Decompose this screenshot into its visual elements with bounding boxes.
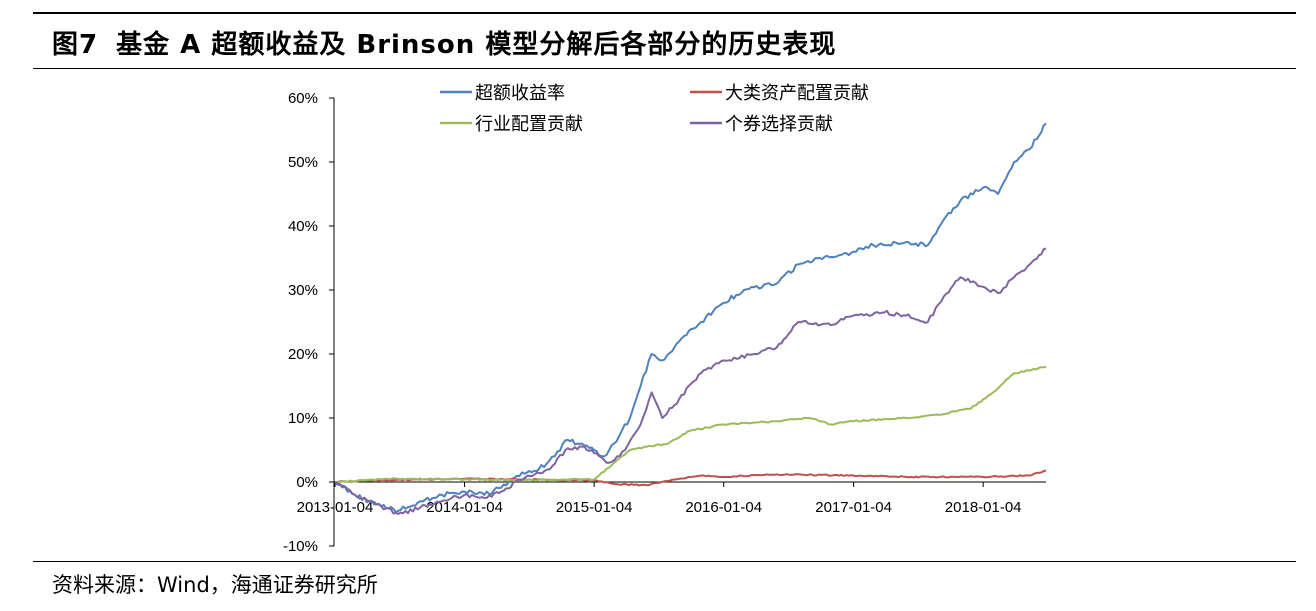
title-rule [33,68,1296,69]
series-line-3 [334,365,1047,483]
y-tick-label: 30% [288,282,318,299]
legend-label: 个券选择贡献 [725,114,833,135]
chart-axes: -10% 0% 10% 20% 30% 40% 50% 60% 2013-01-04 2014-0… [283,90,1046,555]
figure-title: 图7 基金 A 超额收益及 Brinson 模型分解后各部分的历史表现 [52,24,854,61]
x-tick-label: 2016-01-04 [685,499,762,516]
x-tick-label: 2015-01-04 [556,499,633,516]
y-tick-label: 20% [288,346,318,363]
y-tick-label: -10% [283,538,318,555]
x-tick-label: 2018-01-04 [945,499,1022,516]
source-note: 资料来源：Wind，海通证券研究所 [52,573,378,597]
series-line-4 [334,247,1047,515]
figure-number: 图7 [52,30,99,60]
chart-series [334,122,1047,515]
y-tick-label: 10% [288,410,318,427]
x-tick-label: 2014-01-04 [426,499,503,516]
x-tick-label: 2013-01-04 [297,499,374,516]
y-tick-label: 60% [288,90,318,107]
legend-label: 大类资产配置贡献 [725,83,869,104]
legend-label: 行业配置贡献 [475,114,583,135]
legend-label: 超额收益率 [475,83,565,104]
top-rule [33,12,1296,14]
figure-caption: 基金 A 超额收益及 Brinson 模型分解后各部分的历史表现 [116,30,837,60]
x-tick-label: 2017-01-04 [815,499,892,516]
y-tick-label: 50% [288,154,318,171]
bottom-rule [33,561,1296,562]
y-tick-label: 0% [296,474,318,491]
series-line-2 [334,469,1047,487]
series-line-1 [334,122,1047,514]
y-tick-label: 40% [288,218,318,235]
